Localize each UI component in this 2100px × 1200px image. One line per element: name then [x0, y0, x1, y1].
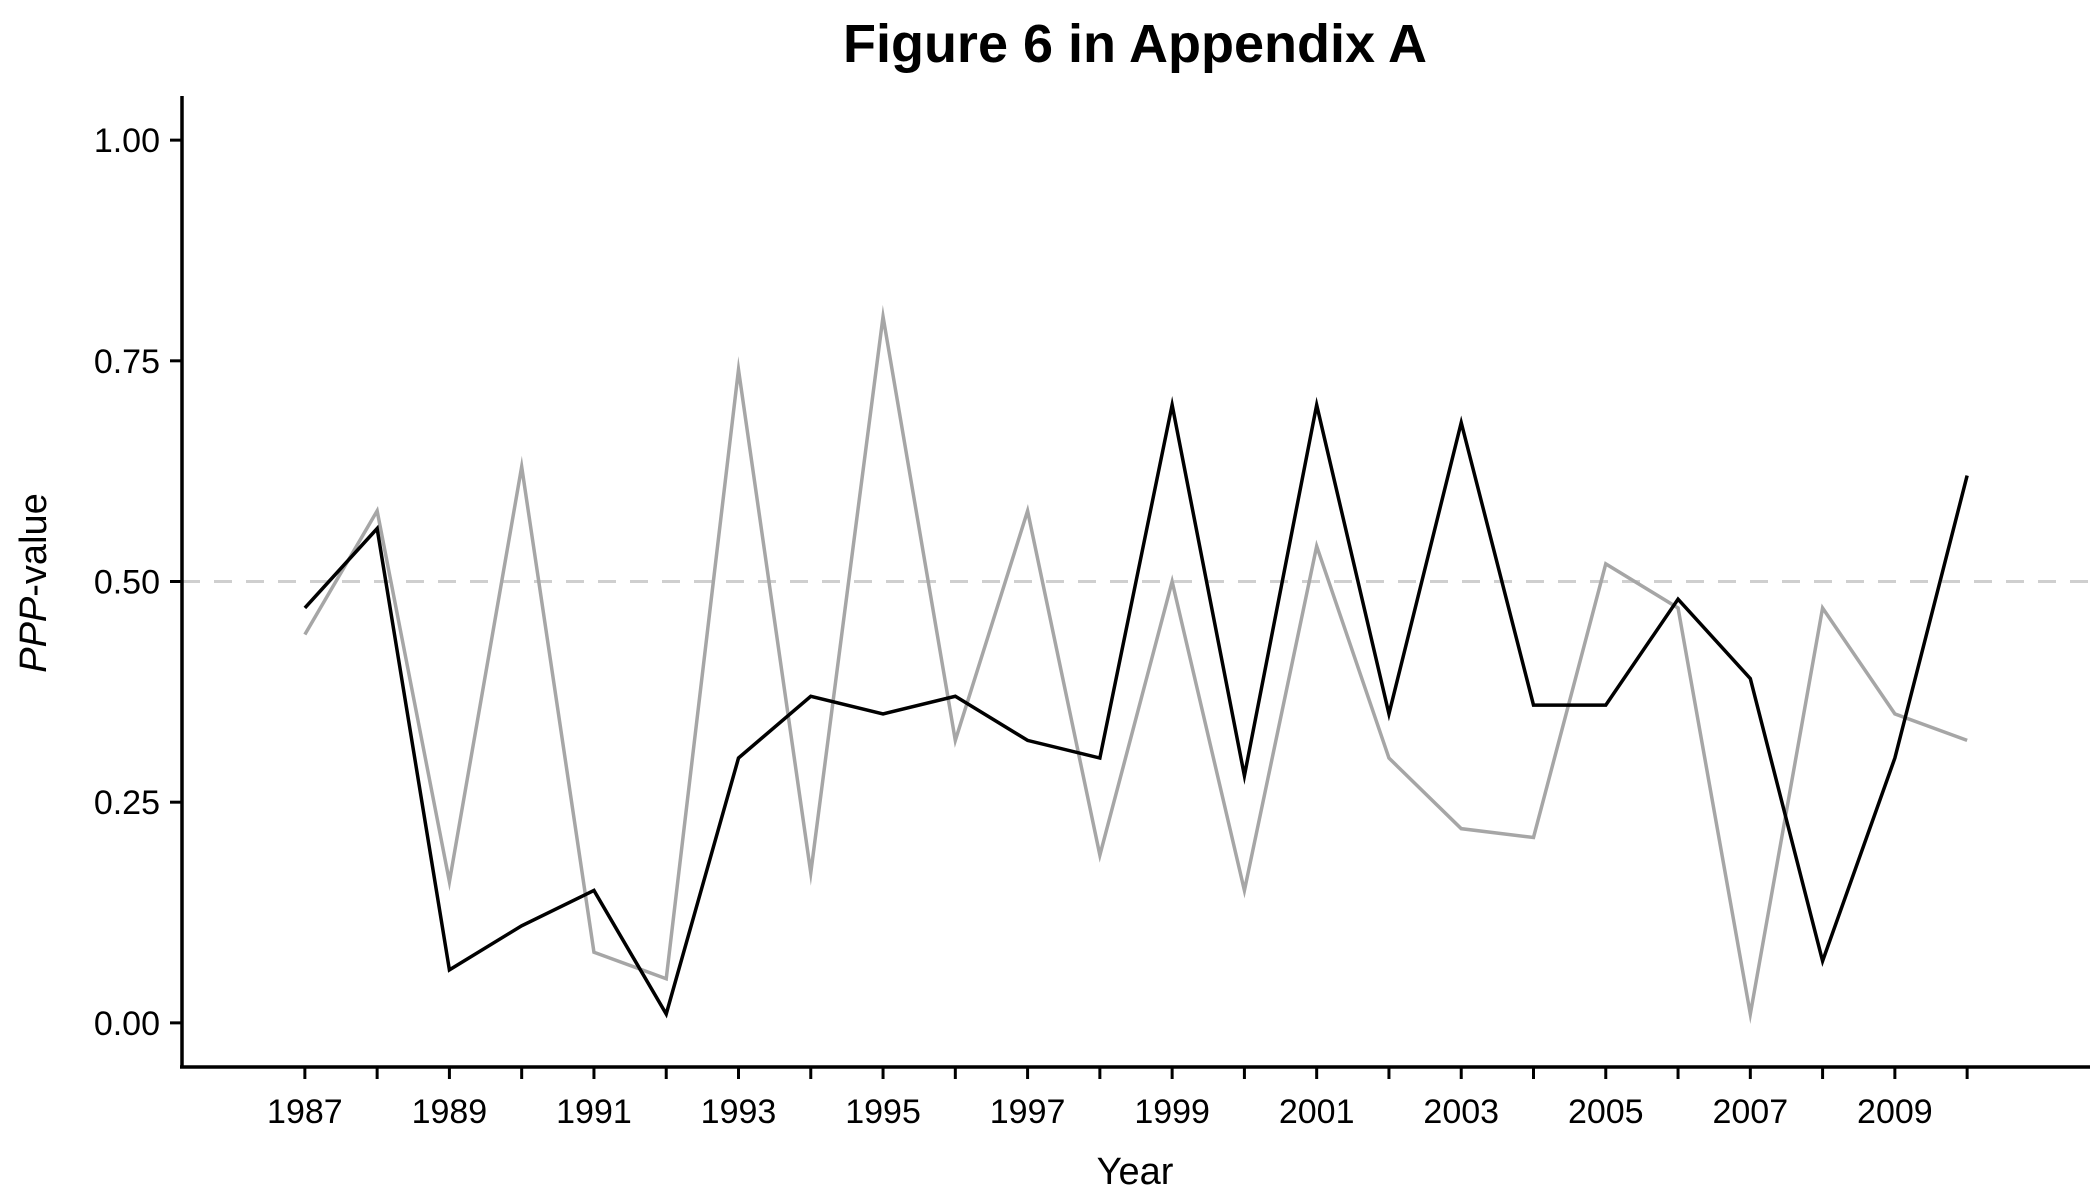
y-axis-ticks: 0.00 0.25 0.50 0.75 1.00 [94, 122, 182, 1043]
y-tick-label: 0.50 [94, 564, 160, 602]
x-tick-label: 1991 [556, 1093, 632, 1131]
x-tick-label: 1997 [990, 1093, 1066, 1131]
x-tick-label: 2009 [1857, 1093, 1933, 1131]
series-line-2 [303, 304, 1968, 1025]
x-tick-label: 2007 [1712, 1093, 1788, 1131]
x-tick-label: 2003 [1423, 1093, 1499, 1131]
y-axis-label: PPP-value [13, 493, 55, 673]
x-axis-label: Year [1097, 1151, 1174, 1193]
y-axis-label-rest: -value [13, 493, 55, 597]
y-axis-label-italic: PPP [13, 596, 55, 673]
x-tick-label: 2005 [1568, 1093, 1644, 1131]
y-tick-label: 0.00 [94, 1005, 160, 1043]
chart-title: Figure 6 in Appendix A [843, 14, 1427, 74]
y-tick-label: 0.25 [94, 784, 160, 822]
x-tick-label: 1989 [412, 1093, 488, 1131]
series-line-1 [303, 396, 1969, 1019]
x-axis-ticks: 1987 1989 1991 1993 1995 1997 1999 2001 2003 2005… [267, 1067, 1969, 1131]
x-tick-label: 1993 [701, 1093, 777, 1131]
x-tick-label: 2001 [1279, 1093, 1355, 1131]
plot-area: 0.00 0.25 0.50 0.75 1.00 1987 1989 1991 1993 199… [94, 96, 2090, 1131]
x-tick-label: 1999 [1134, 1093, 1210, 1131]
series-layer [303, 304, 1969, 1025]
x-tick-label: 1987 [267, 1093, 343, 1131]
x-tick-label: 1995 [845, 1093, 921, 1131]
y-tick-label: 0.75 [94, 343, 160, 381]
y-tick-label: 1.00 [94, 122, 160, 160]
